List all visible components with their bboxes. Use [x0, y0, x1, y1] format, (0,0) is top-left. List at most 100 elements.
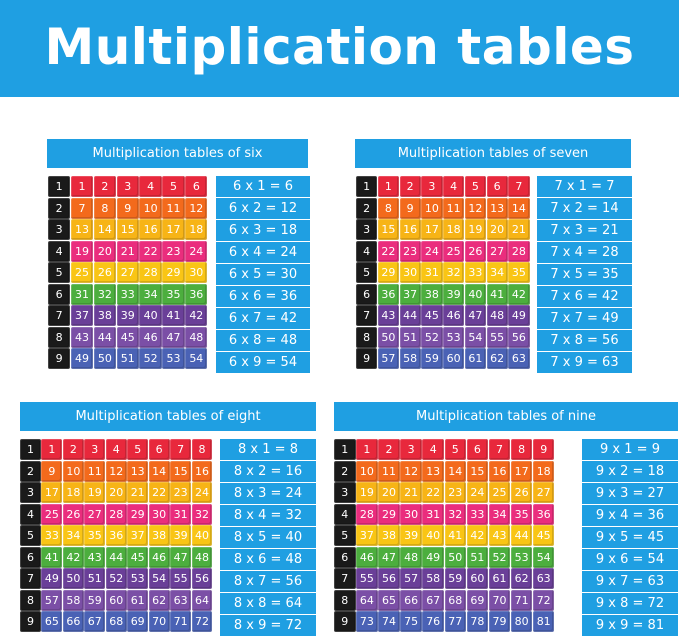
- number-cube: 9: [532, 439, 555, 461]
- table-header-nine: Multiplication tables of nine: [334, 402, 678, 431]
- row-label-cube: 3: [334, 482, 356, 504]
- number-cube: 33: [464, 262, 486, 284]
- number-cube: 67: [422, 589, 444, 611]
- number-cube: 70: [148, 611, 170, 633]
- number-cube: 37: [399, 283, 421, 305]
- number-cube: 34: [62, 525, 84, 547]
- number-cube: 64: [356, 589, 378, 611]
- row-label-cube: 4: [20, 503, 41, 525]
- number-cube: 4: [139, 176, 162, 198]
- number-cube: 26: [93, 262, 117, 284]
- title-banner: Multiplication tables: [0, 0, 679, 97]
- row-label-cube: 8: [48, 326, 71, 348]
- number-cube: 27: [116, 262, 139, 284]
- number-cube: 65: [41, 611, 63, 633]
- number-cube: 27: [84, 503, 106, 525]
- number-cube: 57: [377, 348, 399, 370]
- number-cube: 53: [443, 326, 465, 348]
- row-label-cube: 4: [356, 240, 378, 262]
- number-cube: 32: [443, 262, 465, 284]
- number-cube: 6: [148, 439, 170, 461]
- number-cube: 71: [170, 611, 192, 633]
- number-cube: 57: [41, 589, 63, 611]
- number-cube: 3: [116, 176, 139, 198]
- equation-box: 8 x 8 = 64: [220, 593, 316, 614]
- equation-box: 8 x 6 = 48: [220, 549, 316, 570]
- number-cube: 3: [400, 439, 422, 461]
- number-cube: 59: [444, 568, 467, 590]
- number-cube: 58: [62, 589, 84, 611]
- number-cube: 12: [464, 197, 486, 219]
- number-cube: 62: [486, 348, 508, 370]
- number-cube: 43: [84, 546, 106, 568]
- number-cube: 66: [62, 611, 84, 633]
- row-label-cube: 9: [356, 348, 378, 370]
- number-cube: 44: [399, 305, 421, 327]
- number-cube: 61: [127, 589, 149, 611]
- number-cube: 48: [191, 546, 213, 568]
- row-label-cube: 3: [20, 482, 41, 504]
- number-cube: 35: [508, 262, 530, 284]
- number-cube: 46: [139, 326, 162, 348]
- number-cube: 41: [162, 305, 185, 327]
- number-cube: 55: [356, 568, 378, 590]
- number-cube: 1: [41, 439, 63, 461]
- row-label-cube: 4: [48, 240, 71, 262]
- number-cube: 15: [377, 219, 399, 241]
- number-cube: 21: [508, 219, 530, 241]
- number-cube: 21: [400, 482, 422, 504]
- number-cube: 9: [116, 197, 139, 219]
- number-cube: 61: [464, 348, 486, 370]
- number-cube: 48: [185, 326, 208, 348]
- number-cube: 6: [486, 176, 508, 198]
- number-cube: 3: [421, 176, 443, 198]
- number-cube: 76: [422, 611, 444, 633]
- row-label-cube: 3: [48, 219, 71, 241]
- number-cube: 28: [105, 503, 127, 525]
- number-cube: 45: [116, 326, 139, 348]
- number-cube: 2: [399, 176, 421, 198]
- number-cube: 60: [466, 568, 489, 590]
- row-label-cube: 6: [48, 283, 71, 305]
- number-cube: 34: [486, 262, 508, 284]
- number-cube: 27: [486, 240, 508, 262]
- equation-box: 9 x 3 = 27: [582, 483, 678, 504]
- equation-box: 7 x 9 = 63: [537, 352, 632, 373]
- equation-box: 8 x 9 = 72: [220, 615, 316, 636]
- number-cube: 53: [127, 568, 149, 590]
- number-cube: 47: [378, 546, 400, 568]
- number-cube: 16: [488, 460, 511, 482]
- number-cube: 31: [421, 262, 443, 284]
- number-cube: 42: [185, 305, 208, 327]
- number-cube: 45: [127, 546, 149, 568]
- cube-grid-nine: 1 1 2 3 4 5 6 7 8 9 2 10 11 12 13 14 15 16 17 18 3 19 20 21 22 23…: [334, 439, 555, 633]
- number-cube: 34: [488, 503, 511, 525]
- number-cube: 79: [488, 611, 511, 633]
- number-cube: 43: [70, 326, 94, 348]
- row-label-cube: 5: [20, 525, 41, 547]
- number-cube: 8: [93, 197, 117, 219]
- number-cube: 65: [378, 589, 400, 611]
- number-cube: 7: [508, 176, 530, 198]
- equation-box: 9 x 2 = 18: [582, 461, 678, 482]
- equation-box: 8 x 7 = 56: [220, 571, 316, 592]
- row-label-cube: 1: [48, 176, 71, 198]
- number-cube: 35: [510, 503, 533, 525]
- row-label-cube: 6: [356, 283, 378, 305]
- equation-box: 9 x 6 = 54: [582, 549, 678, 570]
- number-cube: 52: [105, 568, 127, 590]
- number-cube: 40: [191, 525, 213, 547]
- number-cube: 10: [139, 197, 162, 219]
- number-cube: 64: [191, 589, 213, 611]
- number-cube: 77: [444, 611, 467, 633]
- number-cube: 18: [62, 482, 84, 504]
- number-cube: 11: [378, 460, 400, 482]
- number-cube: 44: [93, 326, 117, 348]
- equation-box: 8 x 3 = 24: [220, 483, 316, 504]
- number-cube: 61: [488, 568, 511, 590]
- number-cube: 46: [356, 546, 378, 568]
- number-cube: 5: [162, 176, 185, 198]
- number-cube: 16: [191, 460, 213, 482]
- number-cube: 81: [532, 611, 555, 633]
- equation-box: 9 x 5 = 45: [582, 527, 678, 548]
